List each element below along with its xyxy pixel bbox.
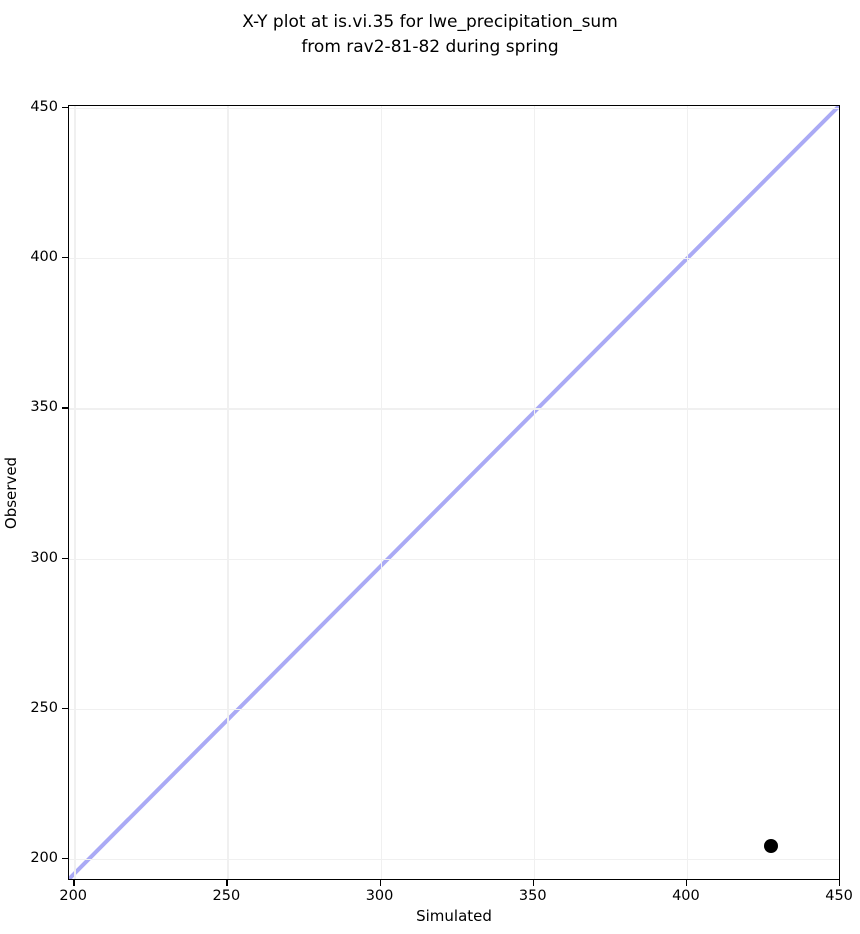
grid-line-horizontal [69, 859, 839, 861]
x-axis-tick [226, 880, 228, 886]
grid-line-vertical [227, 106, 229, 879]
grid-line-horizontal [69, 708, 839, 711]
one-to-one-line [69, 106, 839, 879]
x-axis-tick-label: 400 [672, 888, 700, 904]
y-axis-label: Observed [0, 105, 22, 880]
x-axis-tick [73, 880, 75, 886]
x-axis-tick-label: 200 [59, 888, 88, 904]
y-axis-tick [62, 557, 68, 559]
x-axis-tick [379, 880, 381, 886]
x-axis-tick [685, 880, 688, 886]
y-axis-tick [62, 106, 68, 109]
grid-line-vertical [380, 106, 382, 879]
x-axis-label: Simulated [416, 907, 492, 925]
grid-line-vertical [74, 106, 76, 879]
y-axis-tick [62, 707, 68, 710]
plot-area [68, 105, 840, 880]
grid-line-vertical [533, 106, 536, 879]
data-point [763, 839, 778, 854]
y-axis-tick [62, 407, 68, 409]
grid-line-vertical [686, 106, 689, 879]
y-axis-label-text: Observed [2, 456, 21, 529]
y-axis-tick-label: 400 [30, 249, 58, 266]
x-axis-tick-label: 250 [212, 888, 241, 904]
y-axis-tick [62, 257, 68, 259]
grid-line-horizontal [69, 558, 839, 560]
y-axis-tick-label: 350 [30, 399, 58, 416]
x-axis-tick [839, 880, 841, 886]
x-axis-tick-label: 350 [518, 888, 547, 904]
x-axis-tick-label: 300 [365, 888, 394, 904]
x-axis-tick-label: 450 [825, 888, 853, 904]
grid-line-horizontal [69, 107, 839, 110]
y-axis-tick-label: 300 [30, 549, 58, 566]
x-axis-tick [532, 880, 535, 886]
grid-line-horizontal [69, 258, 839, 260]
grid-line-horizontal [69, 408, 839, 410]
chart-title: X-Y plot at is.vi.35 for lwe_precipitati… [242, 12, 618, 57]
y-axis-tick-label: 200 [30, 850, 58, 867]
y-axis-tick-label: 450 [30, 98, 58, 115]
y-axis-tick-label: 250 [30, 699, 58, 716]
y-axis-tick [62, 858, 68, 860]
